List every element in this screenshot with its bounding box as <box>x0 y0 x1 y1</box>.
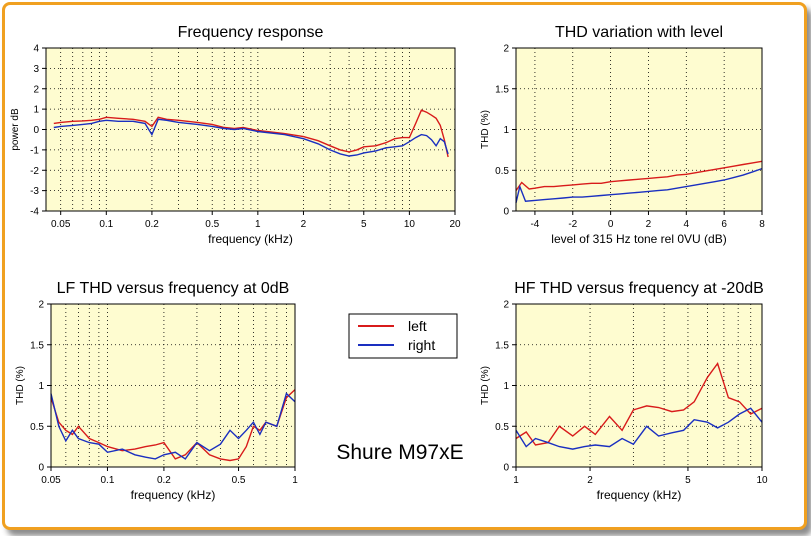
y-tick-label: 1.5 <box>495 340 509 351</box>
y-tick-label: 0 <box>503 207 509 218</box>
series-left <box>53 109 449 158</box>
x-tick-label: 10 <box>756 475 768 486</box>
y-axis-label: THD (%) <box>15 366 26 405</box>
legend: left right <box>348 313 458 359</box>
x-tick-label: 0.05 <box>51 219 71 230</box>
x-axis-label: frequency (kHz) <box>597 488 682 502</box>
y-tick-label: 1 <box>503 381 509 392</box>
x-tick-label: 0.1 <box>101 475 115 486</box>
y-tick-label: -3 <box>30 186 39 197</box>
x-tick-label: 10 <box>404 219 416 230</box>
chart-freq: 0.05 0.1 0.2 0.5 1 2 5 10 20 -4 -3 -2 -1 0 1 2 3 4 Frequen… <box>10 24 461 246</box>
chart-title: Frequency response <box>178 24 324 41</box>
series-left <box>515 160 763 192</box>
x-axis-label: frequency (kHz) <box>131 488 216 502</box>
y-tick-label: 0 <box>38 463 44 474</box>
y-tick-label: 2 <box>503 44 509 55</box>
y-tick-label: 1 <box>33 105 39 116</box>
series-right <box>53 118 449 157</box>
x-tick-label: 2 <box>301 219 307 230</box>
chart-lfthd: 0.05 0.1 0.2 0.5 1 0 0.5 1 1.5 2 LF THD versus fre… <box>15 280 298 502</box>
y-tick-label: 4 <box>33 44 39 55</box>
x-tick-label: 5 <box>361 219 367 230</box>
chart-title: LF THD versus frequency at 0dB <box>57 280 290 297</box>
x-tick-label: 20 <box>449 219 461 230</box>
series-left <box>515 361 763 446</box>
legend-left-label: left <box>408 318 427 334</box>
x-tick-label: 0.5 <box>232 475 246 486</box>
x-tick-label: 0.5 <box>205 219 219 230</box>
x-tick-label: -2 <box>568 219 577 230</box>
x-axis-label: frequency (kHz) <box>208 232 293 246</box>
chart-title: HF THD versus frequency at -20dB <box>514 280 764 297</box>
x-tick-label: -4 <box>530 219 539 230</box>
x-tick-label: 4 <box>684 219 690 230</box>
x-tick-label: 0.2 <box>145 219 159 230</box>
chart-title: THD variation with level <box>555 24 723 41</box>
x-tick-label: 0.05 <box>41 475 61 486</box>
series-right <box>50 392 296 460</box>
y-tick-label: 3 <box>33 64 39 75</box>
legend-box <box>348 313 458 359</box>
x-tick-label: 6 <box>721 219 727 230</box>
y-tick-label: 1 <box>503 125 509 136</box>
x-tick-label: 0.1 <box>99 219 113 230</box>
y-tick-label: 0 <box>33 125 39 136</box>
page-label: Shure M97xE <box>336 441 463 464</box>
y-tick-label: 2 <box>503 300 509 311</box>
x-tick-label: 8 <box>759 219 765 230</box>
x-tick-label: 1 <box>255 219 261 230</box>
x-tick-label: 1 <box>292 475 298 486</box>
y-tick-label: 2 <box>33 84 39 95</box>
y-tick-label: 0 <box>503 463 509 474</box>
chart-hfthd: 1 2 5 10 0 0.5 1 1.5 2 HF THD versus frequency at… <box>480 280 768 502</box>
series-right <box>515 407 763 450</box>
legend-right-label: right <box>408 337 435 353</box>
y-tick-label: -2 <box>30 166 39 177</box>
x-axis-label: level of 315 Hz tone rel 0VU (dB) <box>551 232 726 246</box>
y-axis-label: THD (%) <box>480 366 491 405</box>
series-right <box>515 167 763 203</box>
y-tick-label: 0.5 <box>495 166 509 177</box>
y-axis-label: power dB <box>10 108 21 151</box>
y-tick-label: 1.5 <box>30 340 44 351</box>
y-tick-label: 2 <box>38 300 44 311</box>
x-tick-label: 0.2 <box>157 475 171 486</box>
y-tick-label: 1.5 <box>495 84 509 95</box>
y-axis-label: THD (%) <box>480 110 491 149</box>
x-tick-label: 5 <box>685 475 691 486</box>
x-tick-label: 2 <box>587 475 593 486</box>
y-tick-label: 1 <box>38 381 44 392</box>
x-tick-label: 1 <box>513 475 519 486</box>
chart-thdlevel: -4 -2 0 2 4 6 8 0 0.5 1 1.5 2 THD variation with lev… <box>480 24 765 246</box>
x-tick-label: 2 <box>646 219 652 230</box>
y-tick-label: -4 <box>30 207 39 218</box>
y-tick-label: 0.5 <box>495 422 509 433</box>
y-tick-label: 0.5 <box>30 422 44 433</box>
x-tick-label: 0 <box>608 219 614 230</box>
y-tick-label: -1 <box>30 145 39 156</box>
